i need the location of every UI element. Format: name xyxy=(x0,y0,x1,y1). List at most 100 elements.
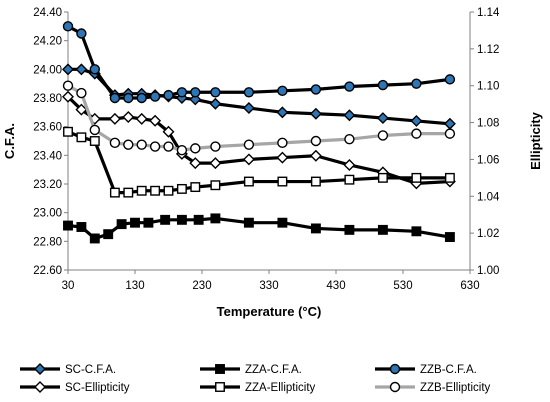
data-point xyxy=(149,141,161,152)
legend-label: ZZA-Ellipticity xyxy=(245,382,316,394)
series-ZZA-Ellipticity xyxy=(63,126,455,198)
data-point xyxy=(411,226,422,237)
data-point xyxy=(62,90,74,103)
data-point xyxy=(210,180,221,191)
data-point xyxy=(242,102,255,115)
legend-item: SC-C.F.A. xyxy=(20,363,116,376)
data-point xyxy=(411,172,422,183)
data-point xyxy=(76,87,87,99)
data-point xyxy=(444,74,456,85)
data-point xyxy=(310,135,322,147)
y-left-axis-title: C.F.A. xyxy=(2,123,17,159)
data-point xyxy=(103,229,114,240)
data-point xyxy=(410,114,423,127)
data-point xyxy=(210,141,221,152)
data-point xyxy=(444,232,455,242)
series-SC-Ellipticity xyxy=(62,90,456,190)
data-point xyxy=(89,136,100,146)
data-point xyxy=(63,126,73,137)
data-point xyxy=(143,217,154,228)
data-point xyxy=(75,103,88,116)
legend-marker xyxy=(215,364,225,374)
data-point xyxy=(162,125,175,138)
legend-item: SC-Ellipticity xyxy=(20,381,130,394)
data-point xyxy=(89,124,101,136)
data-point xyxy=(109,92,121,104)
data-point xyxy=(344,174,355,185)
data-point xyxy=(276,151,289,164)
x-tick-label: 630 xyxy=(460,280,479,292)
x-tick-label: 30 xyxy=(62,280,75,292)
data-point xyxy=(411,128,422,139)
y-right-tick-label: 1.08 xyxy=(477,118,499,130)
data-point xyxy=(176,214,187,225)
data-point xyxy=(163,185,174,196)
legend-item: ZZA-C.F.A. xyxy=(200,364,302,376)
data-point xyxy=(76,132,87,143)
y-right-tick-label: 1.00 xyxy=(477,265,499,277)
data-point xyxy=(122,111,135,124)
legend-item: ZZB-Ellipticity xyxy=(375,381,491,394)
data-point xyxy=(242,153,255,166)
data-point xyxy=(243,217,254,228)
y-left-tick-label: 22.60 xyxy=(33,265,62,277)
y-left-tick-label: 22.80 xyxy=(33,236,62,248)
y-right-axis-ticks: 1.00 1.02 1.04 1.06 1.08 1.10 1.12 1.14 xyxy=(470,7,500,277)
legend-label: SC-C.F.A. xyxy=(65,364,116,376)
data-point xyxy=(189,157,202,170)
data-point xyxy=(176,145,188,156)
data-point xyxy=(149,114,162,127)
y-left-tick-label: 24.40 xyxy=(33,7,62,19)
data-point xyxy=(376,112,389,125)
y-left-tick-label: 23.80 xyxy=(33,93,62,105)
data-point xyxy=(444,128,456,139)
series-line xyxy=(67,130,450,195)
data-point xyxy=(276,106,289,119)
legend-label: SC-Ellipticity xyxy=(65,382,130,394)
y-right-tick-label: 1.06 xyxy=(477,154,499,166)
series-ZZB-C.F.A. xyxy=(62,21,456,104)
data-point xyxy=(277,137,288,149)
legend-item: ZZB-C.F.A. xyxy=(375,363,477,376)
data-point xyxy=(109,187,120,198)
x-tick-label: 330 xyxy=(259,280,278,292)
data-point xyxy=(444,172,455,183)
data-point xyxy=(277,85,288,97)
data-point xyxy=(377,130,389,141)
data-point xyxy=(377,79,389,91)
data-point xyxy=(343,158,356,171)
data-point xyxy=(123,92,134,104)
data-point xyxy=(62,21,74,32)
data-point xyxy=(63,220,73,231)
data-point xyxy=(62,80,74,91)
legend-label: ZZB-Ellipticity xyxy=(420,382,491,394)
y-left-axis-ticks: 22.60 22.80 23.00 23.20 23.40 23.60 23.80 24.00… xyxy=(33,7,68,277)
y-left-tick-label: 24.00 xyxy=(33,64,62,76)
data-point xyxy=(89,64,101,75)
legend-marker xyxy=(389,363,401,375)
legend-marker xyxy=(389,381,401,393)
data-point xyxy=(75,63,88,76)
data-point xyxy=(344,224,355,235)
legend-item: ZZA-Ellipticity xyxy=(200,382,316,394)
data-point xyxy=(243,139,255,150)
legend: SC-C.F.A. ZZA-C.F.A. ZZB-C.F.A. SC-Elliptic… xyxy=(20,363,491,394)
data-point xyxy=(309,149,322,162)
y-left-tick-label: 24.20 xyxy=(33,36,62,48)
series-ZZA-C.F.A. xyxy=(63,213,455,244)
data-point xyxy=(443,117,456,130)
data-point xyxy=(210,87,221,98)
x-axis-ticks: 30 130 230 330 430 530 630 xyxy=(62,270,480,292)
y-right-tick-label: 1.12 xyxy=(477,44,499,56)
y-left-tick-label: 23.40 xyxy=(33,150,62,162)
data-point xyxy=(109,137,121,149)
data-point xyxy=(411,78,422,89)
data-point xyxy=(163,141,174,152)
data-point xyxy=(76,28,87,39)
data-point xyxy=(310,176,321,187)
x-tick-label: 430 xyxy=(326,280,345,292)
data-point xyxy=(160,214,171,225)
data-point xyxy=(163,89,174,101)
data-point xyxy=(209,97,222,110)
